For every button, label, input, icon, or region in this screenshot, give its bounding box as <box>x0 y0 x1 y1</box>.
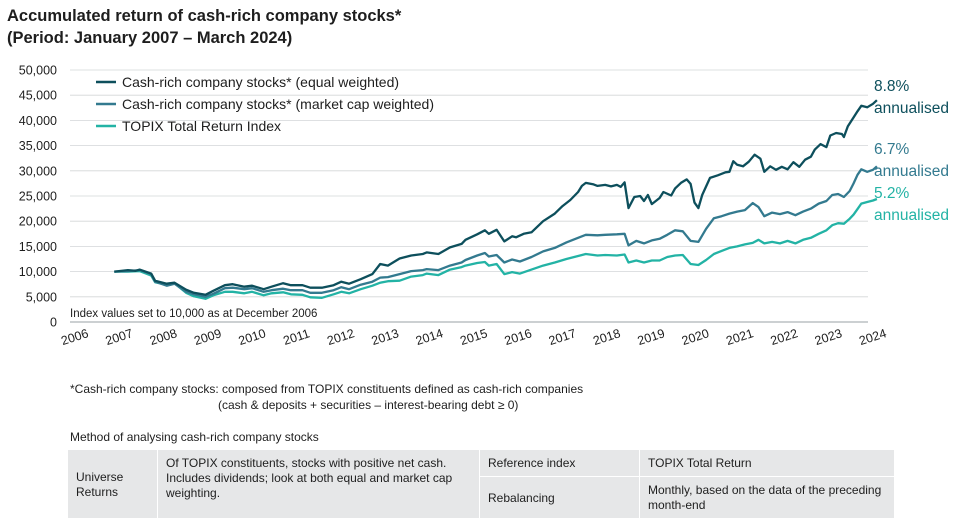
y-tick-label: 50,000 <box>19 64 57 78</box>
y-tick-label: 30,000 <box>19 164 57 178</box>
method-title: Method of analysing cash-rich company st… <box>70 430 319 444</box>
x-axis-ticks: 2006 2007 2008 2009 2010 2011 2012 2013 2014 2015… <box>59 326 888 348</box>
method-row-2: Rebalancing Monthly, based on the data o… <box>68 476 895 519</box>
x-tick-label: 2024 <box>857 326 888 348</box>
y-tick-label: 25,000 <box>19 190 57 204</box>
method-row-1: Universe Returns Of TOPIX constituents, … <box>67 449 895 519</box>
reference-value: TOPIX Total Return <box>639 449 895 477</box>
x-tick-label: 2020 <box>680 326 711 348</box>
chart-title-line1: Accumulated return of cash-rich company … <box>7 7 402 25</box>
method-labels-cell: Universe Returns <box>67 449 158 519</box>
chart-title: Accumulated return of cash-rich company … <box>7 5 401 49</box>
x-tick-label: 2007 <box>104 326 135 348</box>
chart-title-line2: (Period: January 2007 – March 2024) <box>7 29 293 47</box>
end-label-pct: 5.2% <box>874 185 910 202</box>
series-line-2 <box>114 165 878 298</box>
y-tick-label: 45,000 <box>19 89 57 103</box>
series-lines <box>114 99 878 300</box>
x-tick-label: 2015 <box>458 326 489 348</box>
legend-label: TOPIX Total Return Index <box>122 118 281 134</box>
x-tick-label: 2012 <box>325 326 356 348</box>
method-table: Universe Returns Of TOPIX constituents, … <box>67 449 895 519</box>
universe-label: Universe <box>76 469 124 484</box>
index-note: Index values set to 10,000 as at Decembe… <box>70 308 317 320</box>
y-tick-label: 40,000 <box>19 114 57 128</box>
x-tick-label: 2010 <box>237 326 268 348</box>
x-tick-label: 2008 <box>148 326 179 348</box>
x-tick-label: 2019 <box>636 326 667 348</box>
y-axis-ticks: 0 5,000 10,000 15,000 20,000 25,000 30,000 35,0… <box>19 64 57 330</box>
end-label-text: annualised <box>874 100 949 117</box>
footnote-line2: (cash & deposits + securities – interest… <box>218 398 519 412</box>
end-label-pct: 6.7% <box>874 141 910 158</box>
y-tick-label: 0 <box>50 316 57 330</box>
x-tick-label: 2014 <box>414 326 445 348</box>
x-tick-label: 2009 <box>192 326 223 348</box>
x-tick-label: 2017 <box>547 326 578 348</box>
x-tick-label: 2013 <box>370 326 401 348</box>
end-label-pct: 8.8% <box>874 78 910 95</box>
y-tick-label: 5,000 <box>26 290 57 304</box>
y-tick-label: 20,000 <box>19 215 57 229</box>
end-label-text: annualised <box>874 163 949 180</box>
series-line-3 <box>114 197 878 300</box>
x-tick-label: 2022 <box>769 326 800 348</box>
legend: Cash-rich company stocks* (equal weighte… <box>96 74 434 134</box>
y-tick-label: 35,000 <box>19 139 57 153</box>
returns-label: Returns <box>76 484 119 499</box>
x-tick-label: 2021 <box>724 326 755 348</box>
line-chart: 0 5,000 10,000 15,000 20,000 25,000 30,000 35,0… <box>19 64 949 349</box>
reference-label: Reference index <box>479 449 640 477</box>
x-tick-label: 2006 <box>59 326 90 348</box>
x-tick-label: 2018 <box>591 326 622 348</box>
end-label-text: annualised <box>874 207 949 224</box>
footnote-line1: *Cash-rich company stocks: composed from… <box>70 382 584 396</box>
x-tick-label: 2023 <box>813 326 844 348</box>
end-labels: 8.8% annualised 6.7% annualised 5.2% annualis… <box>874 78 949 224</box>
x-tick-label: 2011 <box>281 326 311 348</box>
legend-label: Cash-rich company stocks* (market cap we… <box>122 96 434 112</box>
y-tick-label: 15,000 <box>19 240 57 254</box>
x-tick-label: 2016 <box>503 326 534 348</box>
footnote: *Cash-rich company stocks: composed from… <box>70 381 583 413</box>
legend-label: Cash-rich company stocks* (equal weighte… <box>122 74 399 90</box>
y-tick-label: 10,000 <box>19 265 57 279</box>
rebalancing-value: Monthly, based on the data of the preced… <box>639 476 895 519</box>
rebalancing-label: Rebalancing <box>479 476 640 519</box>
universe-value: Of TOPIX constituents, stocks with posit… <box>157 449 480 519</box>
series-line-1 <box>114 99 878 296</box>
